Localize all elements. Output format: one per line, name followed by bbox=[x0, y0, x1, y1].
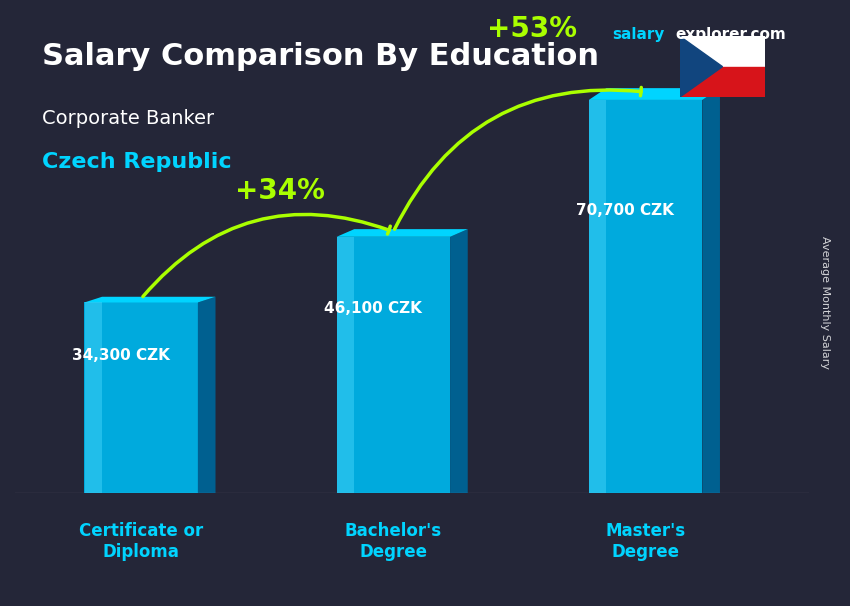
Text: Corporate Banker: Corporate Banker bbox=[42, 109, 214, 128]
Polygon shape bbox=[702, 88, 720, 493]
Text: 34,300 CZK: 34,300 CZK bbox=[71, 348, 170, 364]
Bar bbox=[85, 302, 102, 493]
Text: Czech Republic: Czech Republic bbox=[42, 152, 232, 171]
Text: Average Monthly Salary: Average Monthly Salary bbox=[819, 236, 830, 370]
Polygon shape bbox=[198, 297, 216, 493]
Polygon shape bbox=[450, 229, 468, 493]
Text: 46,100 CZK: 46,100 CZK bbox=[324, 301, 422, 316]
Text: Master's
Degree: Master's Degree bbox=[605, 522, 686, 561]
Bar bbox=[337, 237, 450, 493]
Text: +34%: +34% bbox=[235, 176, 325, 205]
Bar bbox=[680, 36, 765, 67]
Bar bbox=[337, 237, 354, 493]
Text: 70,700 CZK: 70,700 CZK bbox=[576, 202, 674, 218]
Polygon shape bbox=[84, 297, 216, 302]
Text: +53%: +53% bbox=[487, 15, 577, 43]
Bar bbox=[84, 302, 198, 493]
Text: salary: salary bbox=[612, 27, 665, 42]
Polygon shape bbox=[589, 88, 720, 100]
Text: explorer.com: explorer.com bbox=[676, 27, 786, 42]
Bar bbox=[589, 100, 606, 493]
Text: Certificate or
Diploma: Certificate or Diploma bbox=[79, 522, 203, 561]
Bar bbox=[589, 100, 702, 493]
Bar bbox=[680, 67, 765, 97]
Polygon shape bbox=[337, 229, 468, 237]
Text: Salary Comparison By Education: Salary Comparison By Education bbox=[42, 42, 599, 72]
Polygon shape bbox=[680, 36, 722, 97]
Text: Bachelor's
Degree: Bachelor's Degree bbox=[345, 522, 442, 561]
